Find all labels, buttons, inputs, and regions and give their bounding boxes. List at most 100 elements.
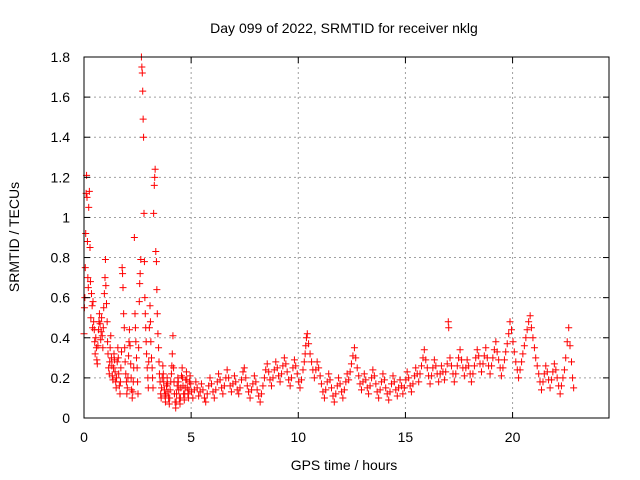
data-point xyxy=(306,350,314,358)
data-point xyxy=(99,324,107,332)
data-point xyxy=(450,378,458,386)
data-point xyxy=(420,346,428,354)
data-point xyxy=(154,330,162,338)
data-point xyxy=(473,346,481,354)
data-point xyxy=(403,368,411,376)
y-axis-label: SRMTID / TECUs xyxy=(6,182,22,292)
data-point xyxy=(440,376,448,384)
data-point xyxy=(126,342,134,350)
data-point xyxy=(153,286,161,294)
data-point xyxy=(369,366,377,374)
data-point xyxy=(189,394,197,402)
data-point xyxy=(106,358,114,366)
data-point xyxy=(509,338,517,346)
data-point xyxy=(282,360,290,368)
data-point xyxy=(186,372,194,380)
data-point xyxy=(193,384,201,392)
plot-frame xyxy=(83,56,610,419)
data-point xyxy=(99,344,107,352)
data-point xyxy=(104,350,112,358)
data-point xyxy=(482,344,490,352)
data-point xyxy=(140,258,148,266)
data-point xyxy=(302,334,310,342)
data-point xyxy=(435,378,443,386)
data-point xyxy=(532,354,540,362)
data-point xyxy=(453,362,461,370)
data-point xyxy=(503,340,511,348)
data-point xyxy=(127,360,135,368)
data-point xyxy=(110,364,118,372)
y-tick-label: 1.6 xyxy=(51,89,71,105)
data-point xyxy=(147,338,155,346)
data-point xyxy=(557,382,565,390)
data-point xyxy=(500,356,508,364)
data-point xyxy=(219,390,227,398)
data-point xyxy=(138,63,146,71)
data-point xyxy=(493,348,501,356)
data-point xyxy=(161,398,169,406)
data-point xyxy=(340,386,348,394)
data-point xyxy=(263,360,271,368)
data-point xyxy=(81,264,89,272)
data-point xyxy=(559,374,567,382)
data-point xyxy=(443,360,451,368)
data-point xyxy=(83,193,91,201)
data-point xyxy=(525,318,533,326)
data-point xyxy=(488,362,496,370)
data-point xyxy=(313,358,321,366)
data-point xyxy=(203,390,211,398)
data-point xyxy=(160,378,168,386)
data-point xyxy=(272,358,280,366)
data-point xyxy=(385,396,393,404)
data-point xyxy=(303,330,311,338)
data-point xyxy=(523,326,531,334)
data-point xyxy=(310,374,318,382)
data-point xyxy=(542,362,550,370)
data-point xyxy=(148,354,155,362)
y-tick-label: 0.2 xyxy=(51,370,71,386)
data-point xyxy=(325,370,333,378)
data-point xyxy=(560,366,568,374)
data-point xyxy=(428,372,436,380)
data-point xyxy=(336,380,344,388)
data-point xyxy=(257,390,265,398)
data-point xyxy=(486,370,494,378)
data-point xyxy=(452,370,460,378)
data-point xyxy=(376,386,384,394)
data-point xyxy=(131,324,139,332)
data-point xyxy=(223,366,231,374)
data-point xyxy=(250,372,258,380)
data-point xyxy=(470,362,478,370)
data-point xyxy=(134,390,142,398)
data-point xyxy=(176,394,184,402)
data-point xyxy=(360,370,368,378)
data-point xyxy=(114,354,122,362)
data-point xyxy=(195,392,203,400)
data-point xyxy=(120,324,128,332)
data-point xyxy=(108,372,116,380)
data-point xyxy=(518,358,526,366)
data-point xyxy=(407,388,415,396)
data-point xyxy=(166,386,174,394)
data-point xyxy=(170,364,178,372)
data-point xyxy=(98,332,106,340)
data-point xyxy=(533,362,541,370)
x-tick-label: 0 xyxy=(80,429,88,445)
data-point xyxy=(446,354,454,362)
data-point xyxy=(150,209,158,217)
data-point xyxy=(269,374,277,382)
x-tick-label: 20 xyxy=(505,429,521,445)
data-point xyxy=(253,386,261,394)
y-tick-label: 1.4 xyxy=(51,129,71,145)
data-point xyxy=(568,358,575,366)
data-point xyxy=(157,394,165,402)
data-point xyxy=(184,390,192,398)
data-point xyxy=(116,378,124,386)
data-point xyxy=(505,330,513,338)
data-point xyxy=(442,368,450,376)
data-point xyxy=(134,378,142,386)
chart-title: Day 099 of 2022, SRMTID for receiver nkl… xyxy=(210,20,478,36)
data-point xyxy=(172,404,180,412)
data-point xyxy=(130,234,138,241)
data-point xyxy=(129,388,137,396)
